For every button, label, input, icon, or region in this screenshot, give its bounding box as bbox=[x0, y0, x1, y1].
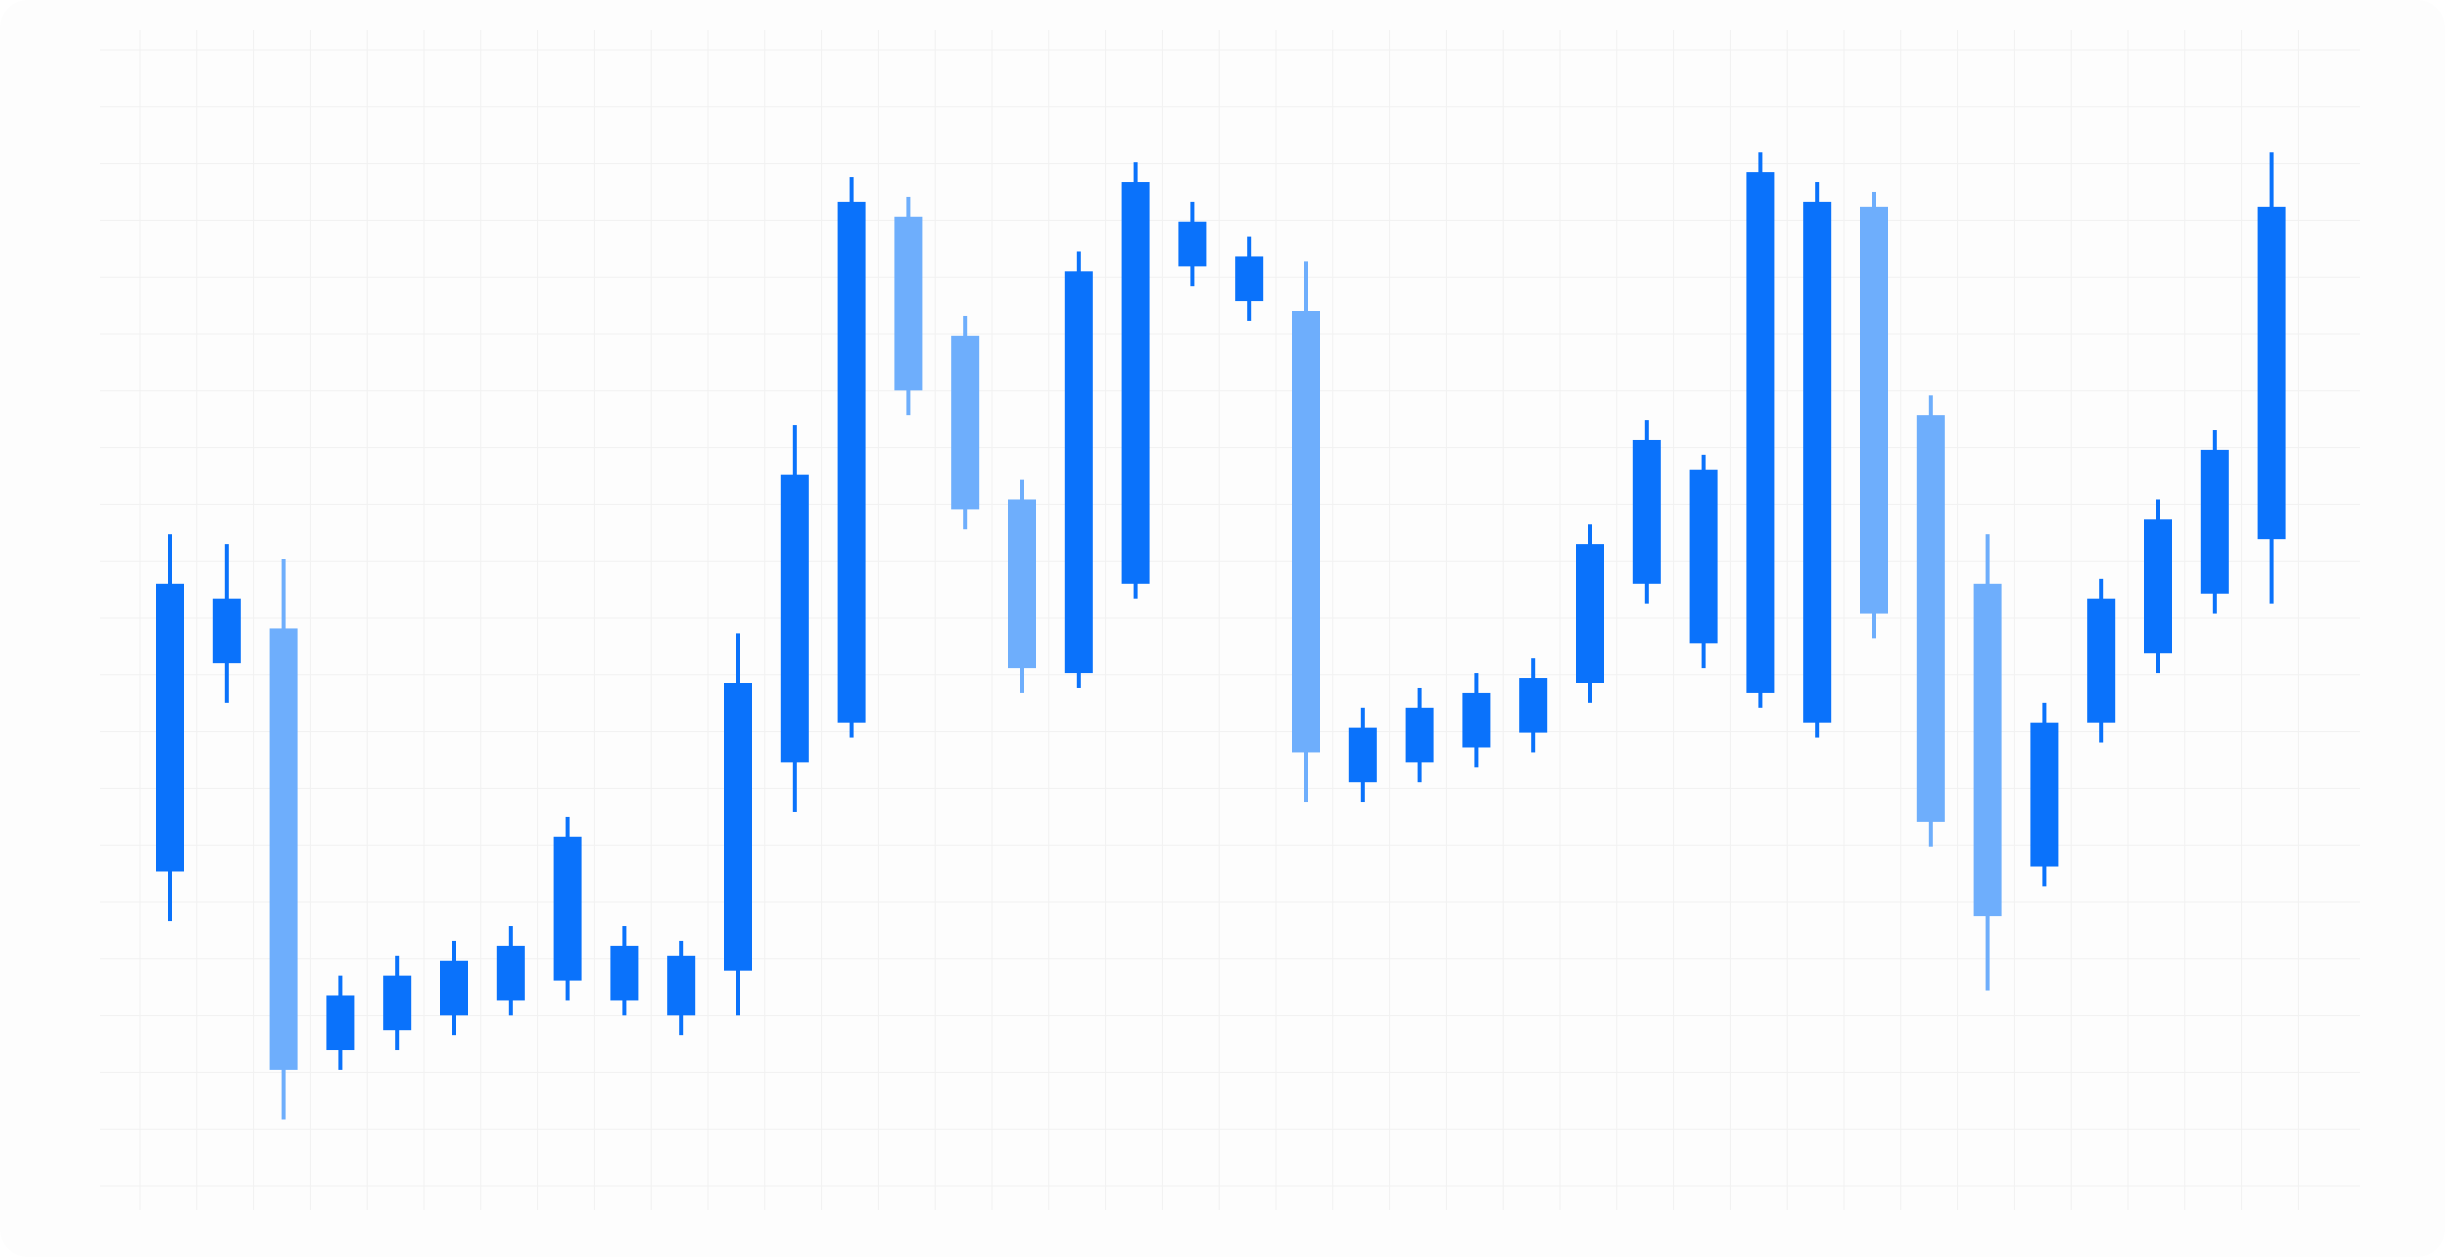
candle bbox=[1916, 395, 1945, 847]
candle bbox=[156, 534, 184, 922]
candle-body-down bbox=[1292, 311, 1320, 753]
candle-body-up bbox=[780, 474, 809, 763]
candle bbox=[1689, 454, 1718, 669]
candle-body-up bbox=[1178, 221, 1207, 267]
candle bbox=[1348, 707, 1377, 803]
candle bbox=[2087, 578, 2116, 743]
candle-body-up bbox=[667, 955, 696, 1016]
candle-body-up bbox=[1519, 678, 1548, 733]
candle bbox=[1121, 162, 1150, 599]
candle-body-up bbox=[496, 945, 525, 1001]
candle bbox=[2257, 152, 2286, 604]
candle-body-up bbox=[383, 975, 412, 1031]
candle-body-up bbox=[1405, 707, 1434, 763]
candle bbox=[1008, 479, 1036, 693]
candle bbox=[1576, 524, 1604, 703]
candle-body-down bbox=[1008, 499, 1036, 669]
candle bbox=[1746, 152, 1775, 708]
candle bbox=[1462, 673, 1491, 768]
candle-body-up bbox=[212, 598, 241, 664]
candle-body-up bbox=[1632, 439, 1661, 584]
candle bbox=[1405, 687, 1434, 783]
candle bbox=[1803, 182, 1832, 738]
candle bbox=[610, 926, 639, 1016]
candle-body-up bbox=[1121, 182, 1150, 584]
candle bbox=[1860, 191, 1888, 639]
candle-body-up bbox=[1576, 544, 1604, 683]
candle bbox=[837, 177, 866, 738]
candle bbox=[326, 975, 355, 1070]
candle-body-down bbox=[1860, 206, 1888, 614]
candle-body-up bbox=[553, 836, 582, 981]
candle bbox=[383, 955, 412, 1051]
candle bbox=[212, 544, 241, 703]
candle bbox=[894, 196, 923, 416]
candle-body-down bbox=[1916, 415, 1945, 822]
candle bbox=[724, 633, 752, 1016]
candle-body-up bbox=[1803, 201, 1832, 723]
candle-body-up bbox=[1064, 271, 1093, 674]
candle-body-up bbox=[1746, 172, 1775, 693]
candle bbox=[440, 940, 468, 1036]
candle-body-up bbox=[440, 960, 468, 1016]
candle-body-up bbox=[1348, 727, 1377, 783]
candle bbox=[269, 559, 298, 1120]
candle-body-up bbox=[1235, 256, 1264, 302]
candle bbox=[2144, 499, 2172, 674]
candle bbox=[1519, 658, 1548, 753]
candle bbox=[1064, 251, 1093, 688]
candle-body-up bbox=[2257, 206, 2286, 540]
candle bbox=[667, 940, 696, 1036]
candle bbox=[780, 425, 809, 812]
candle-body-up bbox=[2030, 722, 2059, 867]
candle bbox=[2030, 702, 2059, 887]
candle-body-up bbox=[724, 683, 752, 971]
candle bbox=[951, 315, 980, 530]
candle-body-down bbox=[1973, 583, 2002, 917]
candle bbox=[1235, 236, 1264, 321]
candle bbox=[1178, 201, 1207, 287]
candle-body-up bbox=[2200, 449, 2229, 594]
grid-lines bbox=[100, 30, 2360, 1210]
candle bbox=[2200, 430, 2229, 614]
candle-body-up bbox=[2087, 598, 2116, 723]
candle-body-up bbox=[837, 201, 866, 723]
candle-body-up bbox=[1689, 469, 1718, 644]
candle-body-up bbox=[610, 945, 639, 1001]
candle bbox=[553, 816, 582, 1001]
candle bbox=[1973, 534, 2002, 991]
candle-body-up bbox=[156, 583, 184, 872]
candle bbox=[496, 926, 525, 1016]
candle-body-down bbox=[894, 216, 923, 391]
candle bbox=[1632, 420, 1661, 604]
candle bbox=[1292, 261, 1320, 803]
candle-body-up bbox=[1462, 692, 1491, 748]
candle-body-up bbox=[2144, 519, 2172, 654]
candle-body-down bbox=[951, 335, 980, 510]
candle-body-down bbox=[269, 628, 298, 1070]
candles bbox=[156, 152, 2286, 1120]
candle-body-up bbox=[326, 995, 355, 1051]
